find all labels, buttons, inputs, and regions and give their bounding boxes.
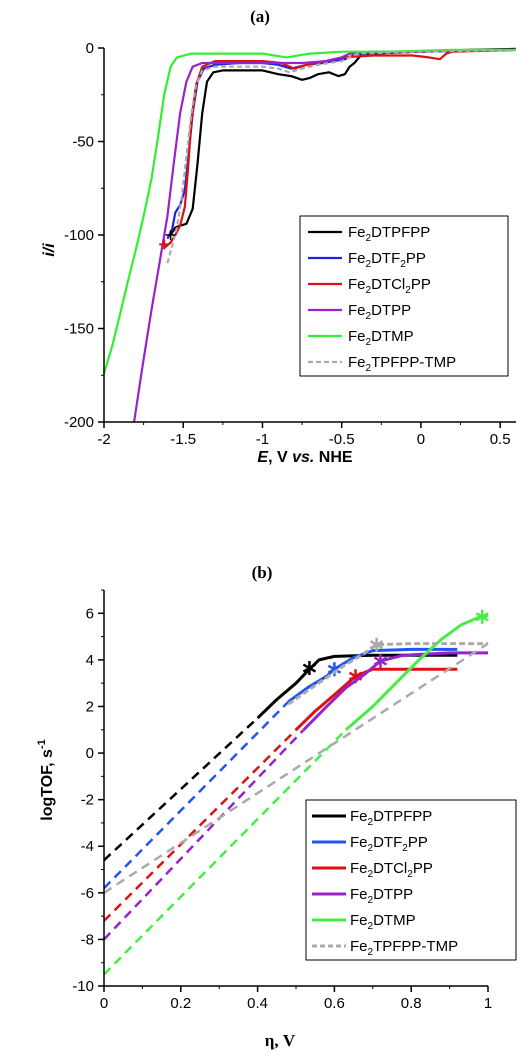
- series-solid-0: [256, 653, 458, 720]
- y-tick-label-b-8: -10: [72, 978, 94, 995]
- series-marker-4: [475, 609, 489, 624]
- y-tick-label-b-0: 6: [86, 605, 94, 622]
- y-tick-label-3: -150: [64, 321, 94, 338]
- legend-a-label-3: Fe2DTPP: [348, 302, 411, 322]
- marker-fe2dtcl2pp: [159, 239, 170, 250]
- series-solid-3: [302, 651, 488, 731]
- legend-b-label-0: Fe2DTPFPP: [350, 808, 432, 828]
- series-dashed-5: [103, 642, 489, 894]
- series-solid-4: [344, 614, 489, 731]
- x-tick-label-1: -1.5: [170, 431, 196, 448]
- marker-fe2dtpfpp: [165, 230, 176, 240]
- x-tick-label-4: 0: [417, 431, 425, 448]
- legend-b-label-5: Fe2TPFPP-TMP: [350, 938, 458, 958]
- y-tick-label-1: -50: [72, 134, 94, 151]
- series-dashed-1: [103, 700, 290, 890]
- panel-a-title: (a): [250, 7, 270, 26]
- x-tick-label-b-1: 0.2: [170, 995, 191, 1012]
- panel-b-title: (b): [252, 563, 273, 582]
- y-tick-label-4: -200: [64, 414, 94, 431]
- series-dashed-2: [103, 728, 297, 922]
- x-tick-label-0: -2: [97, 431, 110, 448]
- y-tick-label-0: 0: [86, 40, 94, 57]
- legend-b-label-4: Fe2DTMP: [350, 912, 416, 932]
- series-line-5: [166, 48, 517, 264]
- series-dashed-0: [103, 717, 259, 862]
- y-tick-label-b-5: -4: [81, 838, 94, 855]
- y-axis-label: i/i: [41, 243, 58, 257]
- x-axis-label-b: η, V: [265, 1031, 296, 1050]
- series-marker-5: [369, 637, 384, 652]
- y-tick-label-b-3: 0: [86, 745, 94, 762]
- series-dashed-4: [103, 728, 347, 976]
- series-solid-5: [287, 642, 488, 706]
- legend-a-label-5: Fe2TPFPP-TMP: [348, 354, 456, 374]
- y-tick-label-2: -100: [64, 227, 94, 244]
- y-axis-label-b: logTOF, s-1: [36, 739, 56, 821]
- series-marker-0: [302, 661, 317, 676]
- x-tick-label-b-5: 1: [484, 995, 492, 1012]
- y-tick-label-b-6: -6: [81, 885, 94, 902]
- y-tick-label-b-1: 4: [86, 652, 94, 669]
- x-tick-label-b-4: 0.8: [401, 995, 422, 1012]
- series-line-4: [102, 48, 516, 374]
- legend-a-label-4: Fe2DTMP: [348, 328, 414, 348]
- legend-b: [305, 799, 517, 961]
- series-marker-3: [373, 654, 388, 669]
- series-solid-1: [287, 647, 458, 704]
- x-tick-label-3: -0.5: [329, 431, 355, 448]
- legend-a: [299, 215, 509, 377]
- legend-b-label-3: Fe2DTPP: [350, 886, 413, 906]
- y-tick-label-b-2: 2: [86, 698, 94, 715]
- series-line-1: [166, 48, 517, 240]
- x-tick-label-5: 0.5: [490, 431, 511, 448]
- legend-b-label-2: Fe2DTCl2PP: [350, 860, 433, 880]
- panel-b: (b) 0 0.2 0.4 0.6 0.8 1 6 4 2 0 -2 -4 -6 -8 -10 η, V logT…: [36, 563, 517, 1050]
- x-tick-label-b-2: 0.4: [247, 995, 268, 1012]
- panel-a: (a) -2 -1.5 -1 -0.5 0 0.5 0 -50 -100 -150 -200 E, V …: [41, 7, 517, 466]
- legend-b-label-1: Fe2DTF2PP: [350, 834, 428, 854]
- series-dashed-3: [103, 728, 305, 941]
- y-tick-label-b-4: -2: [81, 792, 94, 809]
- series-line-3: [133, 48, 517, 423]
- x-tick-label-b-0: 0: [100, 995, 108, 1012]
- x-axis-label: E, V vs. NHE: [257, 449, 352, 466]
- x-tick-label-2: -1: [256, 431, 269, 448]
- legend-a-label-1: Fe2DTF2PP: [348, 250, 426, 270]
- x-tick-label-b-3: 0.6: [324, 995, 345, 1012]
- series-line-0: [169, 47, 517, 236]
- legend-a-label-0: Fe2DTPFPP: [348, 224, 430, 244]
- y-tick-label-b-7: -8: [81, 931, 94, 948]
- legend-a-label-2: Fe2DTCl2PP: [348, 276, 431, 296]
